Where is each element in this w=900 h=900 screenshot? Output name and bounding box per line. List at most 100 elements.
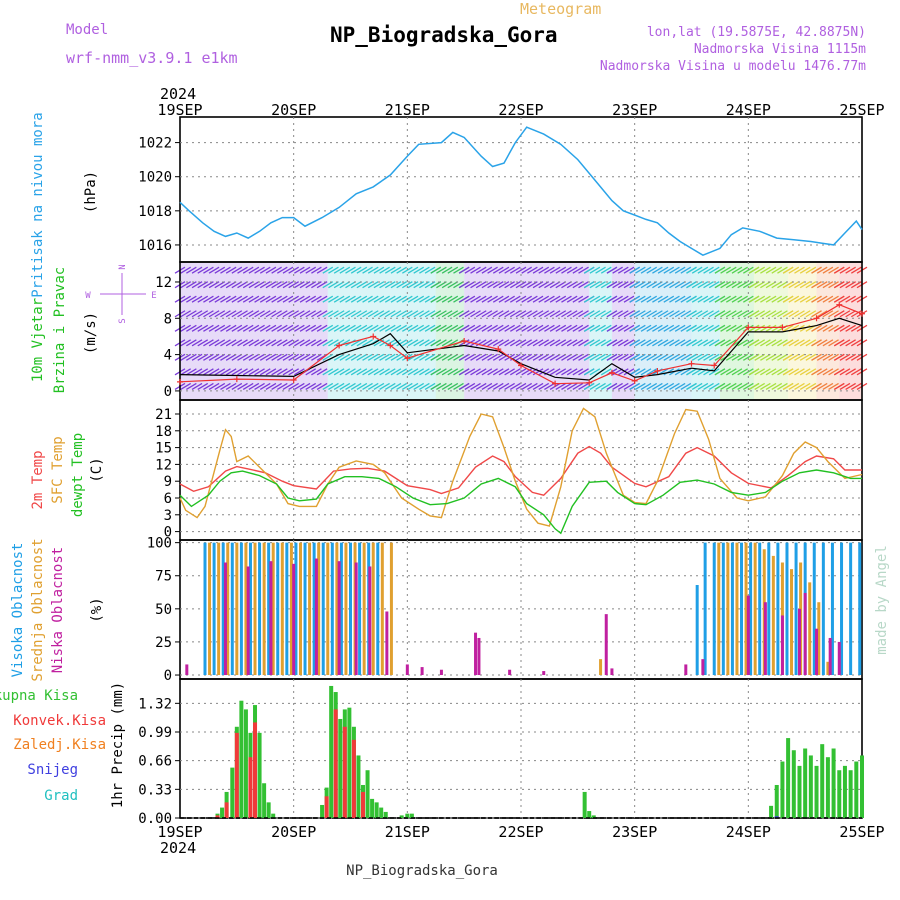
wind-barb [197,295,209,303]
wind-barb [390,382,402,390]
wind-barb [731,281,743,289]
bar-cloud_high [712,542,716,676]
wind-barb [384,353,396,361]
top-date-label: 19SEP [157,101,202,119]
wind-barb [839,295,851,303]
wind-barb [691,339,703,347]
wind-barb [657,353,669,361]
wind-barb [583,353,595,361]
bar-cloud_mid [362,542,366,676]
wind-barb [208,339,220,347]
bar-cloud_low [797,608,801,676]
wind-barb [191,295,203,303]
wind-barb [328,324,339,332]
wind-barb [583,295,595,303]
wind-barb [413,324,425,332]
wind-barb [328,339,339,347]
wind-barb [816,353,828,361]
bar-precip_total [243,709,248,818]
wind-barb [708,295,720,303]
wind-barb [532,382,544,390]
wind-barb [180,339,192,347]
wind-barb [203,324,214,332]
wind-ylabel-1: 10m Vjetar [30,298,46,382]
wind-barb [180,368,192,376]
wind-barb [197,266,209,274]
wind-barb [703,295,714,303]
wind-barb [561,368,572,376]
wind-barb [652,266,663,274]
wind-barb [652,324,663,332]
wind-barb [413,281,425,289]
wind-barb [362,368,373,376]
wind-barb [697,353,709,361]
wind-barb [805,353,817,361]
wind-barb [333,382,345,390]
wind-barb [515,266,527,274]
wind-barb [777,382,788,390]
bar-cloud_low [337,561,341,676]
bar-cloud_mid [244,542,248,676]
wind-barb [811,339,822,347]
wind-gust-marker [779,324,786,331]
y-tick-label: 1022 [138,136,172,152]
wind-barb [657,266,669,274]
wind-barb [350,266,362,274]
wind-barb [566,339,578,347]
wind-barb [640,266,652,274]
wind-barb [208,266,220,274]
bar-precip_conv [224,802,229,818]
wind-barb [282,353,294,361]
wind-barb [271,310,282,318]
wind-barb [339,281,351,289]
wind-barb [242,295,254,303]
wind-barb [782,310,794,318]
wind-barb [282,281,294,289]
bar-cloud_high [840,542,844,676]
wind-barb [367,295,379,303]
wind-barb [663,368,675,376]
bar-precip_conv [215,815,220,818]
wind-barb [214,382,226,390]
cloud-low-ylabel: Niska Oblacnost [50,547,66,673]
wind-barb [504,382,515,390]
wind-barb [225,382,237,390]
wind-barb [180,310,192,318]
wind-barb [328,295,339,303]
wind-barb [419,382,430,390]
bar-cloud_high [203,542,207,676]
wind-barb [345,266,356,274]
wind-barb [646,295,658,303]
wind-barb [600,339,612,347]
bar-precip_total [374,802,379,818]
wind-barb [362,353,373,361]
wind-barb [265,310,277,318]
wind-barb [646,353,658,361]
wind-barb [396,382,407,390]
wind-barb [259,382,271,390]
wind-barb [487,281,498,289]
bar-cloud_mid [298,542,302,676]
wind-barb [424,295,436,303]
wind-barb [413,339,425,347]
bar-cloud_low [780,615,784,676]
wind-barb [538,353,550,361]
y-tick-label: 21 [155,407,172,423]
wind-barb [504,310,515,318]
wind-barb [276,382,288,390]
bar-precip_total [808,755,813,818]
wind-barb [555,324,567,332]
wind-barb [390,295,402,303]
wind-barb [328,382,339,390]
wind-barb [680,368,692,376]
wind-barb [720,295,731,303]
wind-barb [214,295,226,303]
wind-barb [492,310,504,318]
wind-barb [725,324,737,332]
wind-barb [635,281,646,289]
wind-barb [669,382,680,390]
wind-barb [583,339,595,347]
wind-barb [612,324,623,332]
wind-barb [595,339,606,347]
wind-barb [794,382,805,390]
